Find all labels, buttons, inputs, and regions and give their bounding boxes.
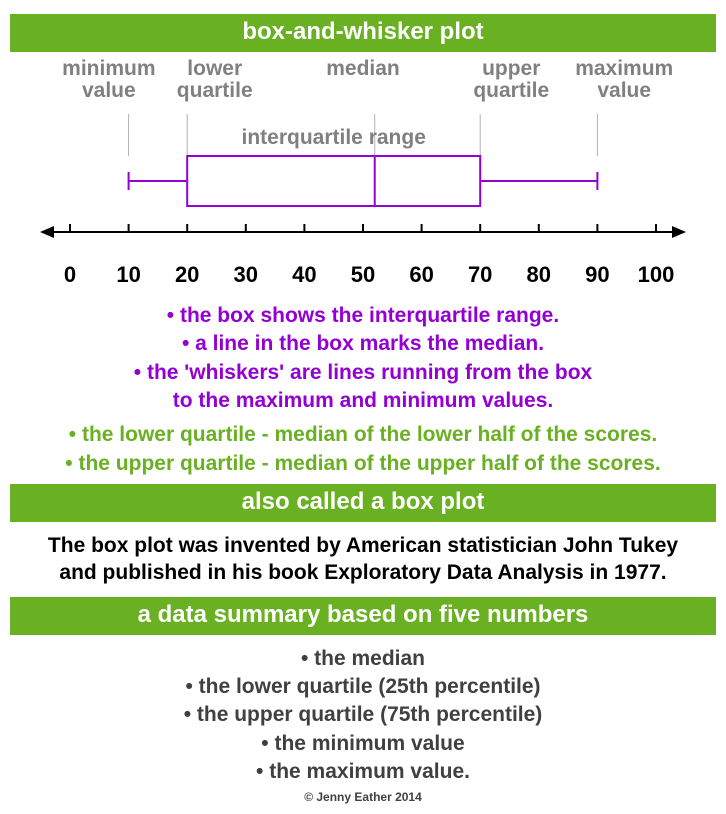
label-max: maximumvalue	[575, 58, 673, 102]
green-bullets: • the lower quartile - median of the low…	[10, 421, 716, 478]
copyright: © Jenny Eather 2014	[10, 790, 716, 804]
axis-tick-label: 100	[638, 262, 675, 288]
five-number-list: • the median• the lower quartile (25th p…	[10, 639, 716, 789]
top-labels: minimumvalue lowerquartile median upperq…	[10, 58, 716, 114]
axis-tick-label: 70	[468, 262, 492, 288]
svg-text:interquartile range: interquartile range	[242, 126, 426, 149]
axis-tick-label: 60	[409, 262, 433, 288]
label-median: median	[326, 58, 400, 80]
history-text: The box plot was invented by American st…	[10, 526, 716, 593]
axis-tick-label: 50	[351, 262, 375, 288]
purple-bullets: • the box shows the interquartile range.…	[10, 302, 716, 415]
title-banner: box-and-whisker plot	[10, 14, 716, 52]
axis-tick-label: 30	[234, 262, 258, 288]
axis-tick-label: 90	[585, 262, 609, 288]
also-banner: also called a box plot	[10, 484, 716, 522]
label-min: minimumvalue	[62, 58, 155, 102]
summary-banner: a data summary based on five numbers	[10, 597, 716, 635]
axis-tick-label: 20	[175, 262, 199, 288]
axis-tick-label: 40	[292, 262, 316, 288]
label-q3: upperquartile	[473, 58, 549, 102]
axis-tick-label: 0	[64, 262, 76, 288]
axis-ticks: 0 10 20 30 40 50 60 70 80 90 100	[40, 236, 686, 296]
axis-tick-label: 10	[116, 262, 140, 288]
label-q1: lowerquartile	[177, 58, 253, 102]
axis-tick-label: 80	[527, 262, 551, 288]
